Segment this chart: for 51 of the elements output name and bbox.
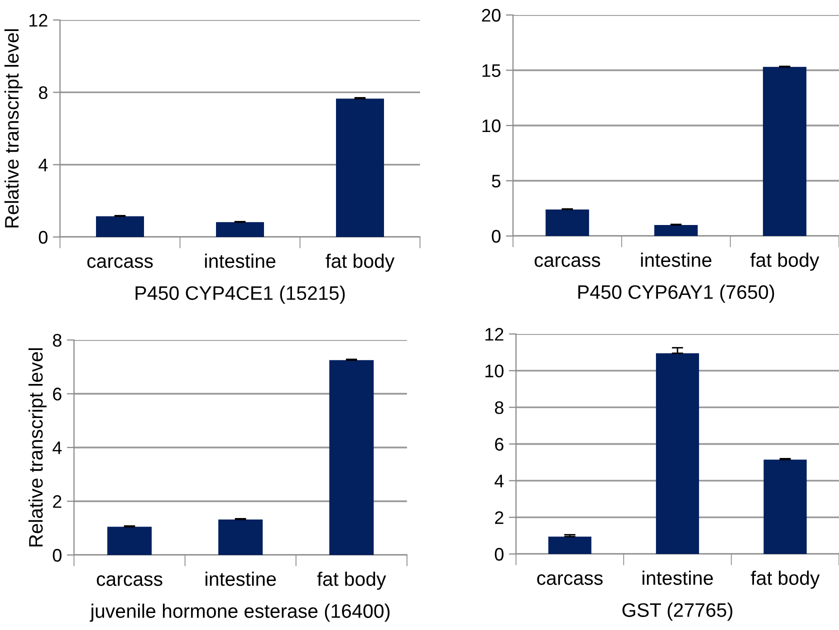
- y-tick-label: 4: [494, 474, 504, 488]
- bar: [546, 209, 590, 236]
- x-tick-label: carcass: [96, 575, 162, 586]
- x-tick-label: fat body: [326, 254, 395, 272]
- x-axis-title: P450 CYP6AY1 (7650): [578, 284, 774, 303]
- y-tick-label: 0: [492, 230, 500, 243]
- bar: [654, 224, 698, 236]
- bar: [764, 460, 807, 554]
- bar: [216, 222, 264, 237]
- y-tick-label: 2: [53, 495, 62, 508]
- bar: [336, 98, 384, 237]
- x-tick-label: fat body: [750, 570, 820, 589]
- bar: [218, 520, 263, 555]
- x-tick-label: intestine: [641, 252, 712, 267]
- y-tick-label: 2: [495, 511, 504, 524]
- y-tick-label: 10: [482, 119, 500, 132]
- y-tick-label: 6: [53, 388, 62, 400]
- bar: [329, 360, 374, 555]
- y-tick-label: 5: [492, 174, 500, 188]
- y-axis-title: Relative transcript level: [28, 348, 47, 546]
- y-tick-label: 4: [38, 158, 48, 172]
- x-tick-label: intestine: [205, 254, 276, 268]
- y-tick-label: 20: [482, 8, 500, 22]
- y-tick-label: 0: [52, 548, 62, 562]
- y-tick-label: 8: [52, 334, 62, 347]
- bar: [96, 216, 144, 237]
- x-tick-label: fat body: [317, 572, 386, 590]
- x-axis-title: P450 CYP4CE1 (15215): [136, 286, 345, 304]
- bar: [762, 66, 806, 236]
- y-tick-label: 4: [52, 442, 62, 454]
- x-tick-label: carcass: [87, 257, 153, 268]
- y-tick-label: 15: [482, 64, 500, 77]
- y-axis-title: Relative transcript level: [4, 29, 23, 228]
- y-tick-label: 10: [485, 364, 504, 378]
- y-tick-label: 12: [29, 14, 48, 27]
- x-tick-label: carcass: [534, 256, 600, 267]
- y-tick-label: 12: [485, 328, 504, 341]
- y-tick-label: 6: [495, 438, 504, 451]
- y-tick-label: 0: [38, 230, 48, 244]
- x-tick-label: intestine: [206, 572, 276, 586]
- x-tick-label: carcass: [537, 574, 603, 585]
- x-tick-label: intestine: [642, 570, 713, 585]
- bar: [548, 536, 592, 554]
- y-tick-label: 8: [38, 86, 48, 100]
- x-axis-title: GST (27765): [622, 602, 732, 621]
- y-tick-label: 8: [494, 401, 504, 414]
- y-tick-label: 0: [494, 548, 504, 561]
- x-axis-title: juvenile hormone esterase (16400): [90, 604, 390, 622]
- bar: [107, 526, 152, 555]
- bar: [656, 353, 700, 554]
- x-tick-label: fat body: [750, 252, 820, 271]
